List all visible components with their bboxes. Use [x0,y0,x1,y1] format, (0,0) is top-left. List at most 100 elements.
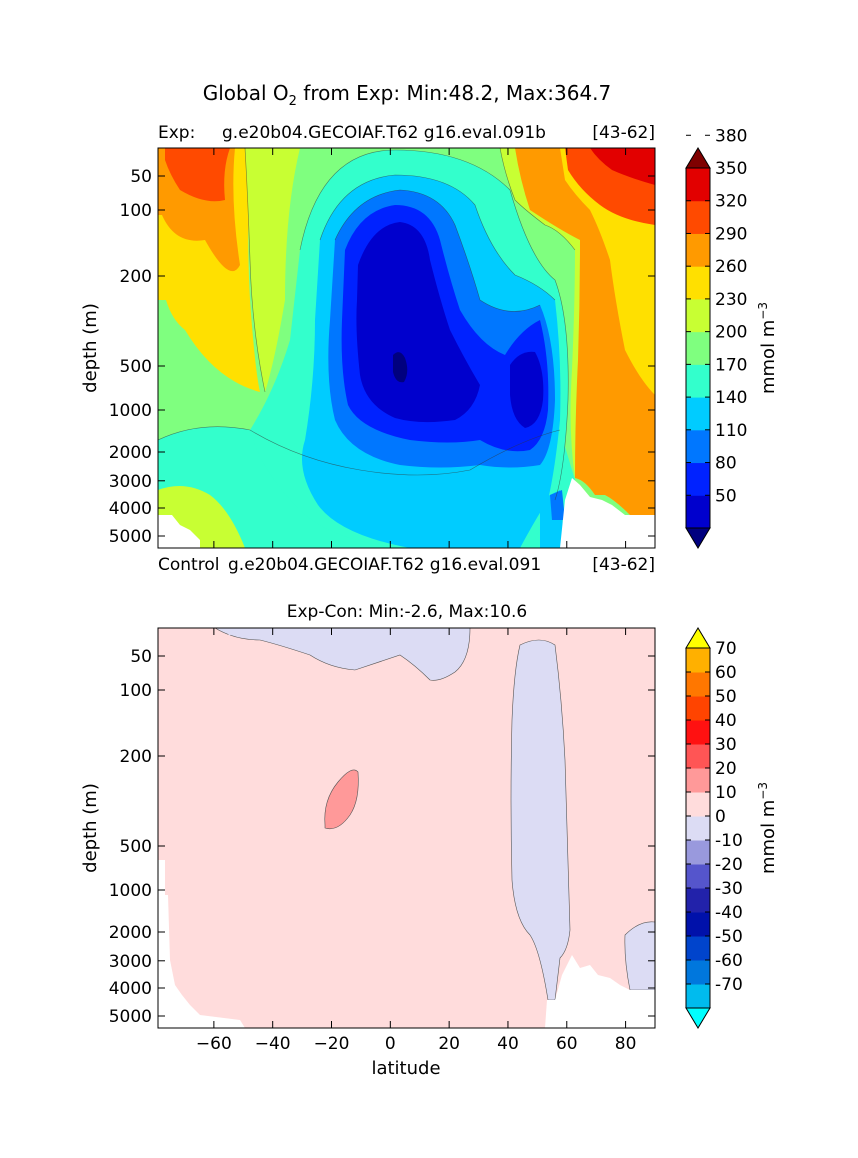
y-tick-label: 5000 [109,527,152,547]
bottom-x-axis: −60 −40 −20 0 20 40 60 80 [196,628,636,1054]
colorbar-tick-label: 140 [715,388,747,408]
y-tick-label: 200 [120,747,152,767]
top-bottom-note-center: g.e20b04.GECOIAF.T62 g16.eval.091 [228,555,541,575]
colorbar-tick-label: 80 [715,454,737,474]
y-tick-label: 2000 [109,443,152,463]
colorbar-extend-min [685,527,711,549]
bottom-plot-frame [157,627,656,1029]
colorbar-frame [685,647,711,1009]
colorbar-band [686,864,710,889]
colorbar-tick-label: 200 [715,323,747,343]
colorbar-tick-label: -20 [715,855,743,875]
top-contour-field [158,148,655,548]
x-tick-label: 40 [497,1034,519,1054]
colorbar-tick-label: 350 [715,159,747,179]
colorbar-tick-label: 50 [715,486,737,506]
colorbar-band [686,696,710,721]
bottom-xlabel: latitude [371,1058,440,1079]
colorbar-band [686,648,710,673]
colorbar-extend-max [685,147,711,169]
y-tick-label: 100 [120,201,152,221]
colorbar-band [686,960,710,985]
x-tick-label: 60 [556,1034,578,1054]
bottom-y-axis: 50 100 200 500 1000 2000 3000 4000 5000 [109,647,655,1027]
colorbar-tick-label: 40 [715,711,737,731]
colorbar-tick-label: -40 [715,903,743,923]
x-tick-label: 80 [615,1034,637,1054]
y-tick-label: 100 [120,681,152,701]
colorbar-tick-label: 70 [715,639,737,659]
colorbar-tick-label: 20 [715,759,737,779]
colorbar-band [686,816,710,841]
y-tick-label: 3000 [109,472,152,492]
colorbar-tick-label: 50 [715,687,737,707]
colorbar-tick-label: -60 [715,951,743,971]
y-tick-label: 5000 [109,1007,152,1027]
colorbar-tick-label: -10 [715,831,743,851]
colorbar-band [686,168,710,202]
colorbar-band [686,364,710,398]
bottom-ylabel: depth (m) [80,783,101,873]
colorbar-band [686,744,710,769]
colorbar-extend-max [685,627,711,649]
colorbar-band [686,495,710,529]
colorbar-band [686,720,710,745]
x-tick-label: 20 [438,1034,460,1054]
colorbar-extend-min [685,1007,711,1029]
colorbar-frame [685,167,711,529]
colorbar-tick-label: 290 [715,224,747,244]
top-bottom-note-right: [43-62] [592,555,655,575]
top-ylabel: depth (m) [80,303,101,393]
colorbar-band [686,912,710,937]
bottom-contour-field [158,628,655,1028]
x-tick-label: −60 [196,1034,232,1054]
top-subtitle-center: g.e20b04.GECOIAF.T62 g16.eval.091b [222,123,546,143]
colorbar-band [686,200,710,234]
bottom-title: Exp-Con: Min:-2.6, Max:10.6 [287,602,528,622]
colorbar-band [686,936,710,961]
colorbar-band [686,768,710,793]
colorbar-band [686,792,710,817]
top-bottom-note-left: Control [158,555,219,575]
top-y-axis: 50 100 200 500 1000 2000 3000 4000 5000 [109,148,655,548]
colorbar-tick-label: 380 [715,126,747,146]
y-tick-label: 3000 [109,952,152,972]
colorbar-tick-label: -30 [715,879,743,899]
bottom-colorbar-label: mmol m−3 [756,782,779,874]
colorbar-band [686,888,710,913]
colorbar-tick-label: 230 [715,290,747,310]
top-subtitle-right: [43-62] [592,123,655,143]
colorbar-tick-label: 60 [715,663,737,683]
y-tick-label: 50 [130,167,152,187]
y-tick-label: 50 [130,647,152,667]
top-plot-frame [157,147,656,549]
figure-title: Global O2 from Exp: Min:48.2, Max:364.7 [203,81,612,109]
y-tick-label: 500 [120,357,152,377]
y-tick-label: 500 [120,837,152,857]
colorbar-tick-label: 320 [715,192,747,212]
y-tick-label: 4000 [109,979,152,999]
colorbar-tick-label: 170 [715,355,747,375]
colorbar-tick-label: -50 [715,927,743,947]
top-colorbar-label: mmol m−3 [756,302,779,394]
colorbar-band [686,462,710,496]
y-tick-label: 1000 [109,881,152,901]
y-tick-label: 200 [120,267,152,287]
colorbar-tick-label: 10 [715,783,737,803]
colorbar-band [686,672,710,697]
x-tick-label: −20 [314,1034,350,1054]
top-subtitle-left: Exp: [158,123,195,143]
colorbar-band [686,429,710,464]
x-tick-label: −40 [255,1034,291,1054]
colorbar-band [686,840,710,865]
colorbar-band [686,331,710,365]
y-tick-label: 2000 [109,923,152,943]
colorbar-tick-label: 0 [715,807,726,827]
bottom-colorbar: -70 -60 -50 -40 -30 -20 -10 0 10 20 30 40 50 60 70 [685,627,743,1029]
y-tick-label: 4000 [109,499,152,519]
colorbar-tick-label: 110 [715,421,747,441]
x-tick-label: 0 [385,1034,396,1054]
top-colorbar: 50 80 110 140 170 200 230 260 290 320 350 380 [685,126,747,549]
colorbar-tick-label: 30 [715,735,737,755]
